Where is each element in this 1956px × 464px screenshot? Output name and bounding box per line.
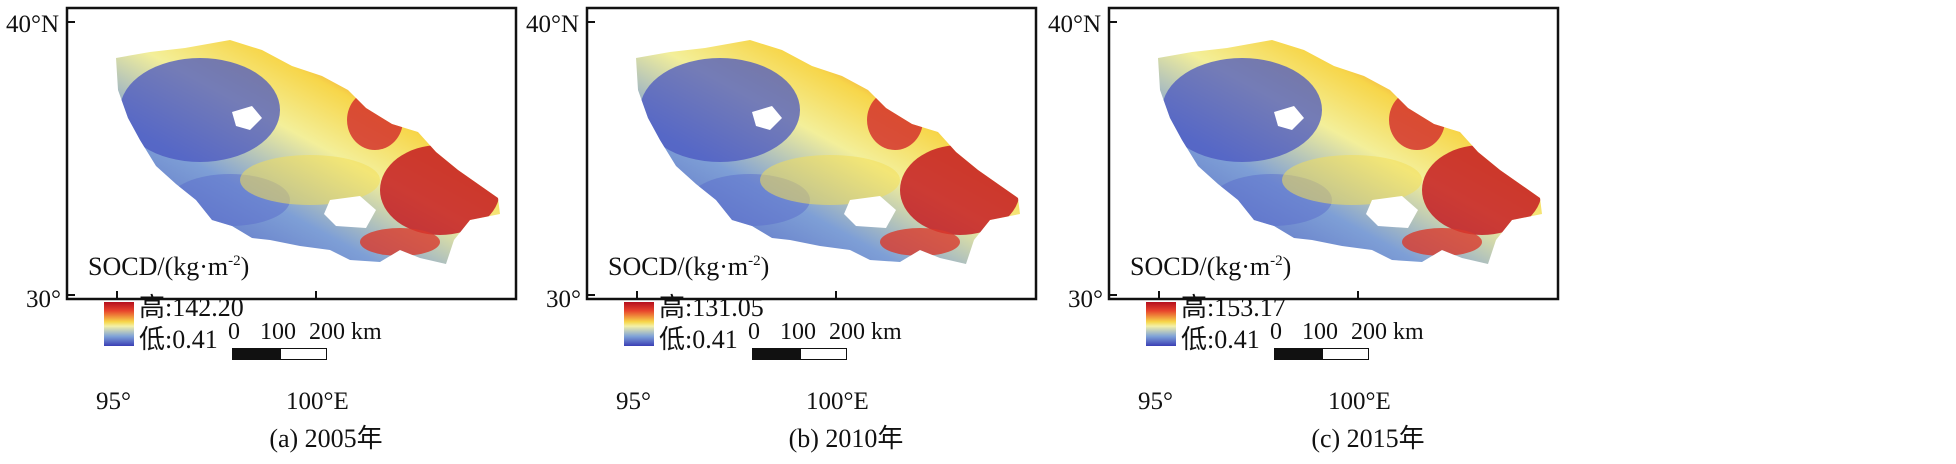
- legend-low-value: 低:0.41: [1181, 325, 1260, 354]
- scalebar-label-0: 0: [1270, 319, 1282, 345]
- legend-title: SOCD/(kg·m-2): [1130, 252, 1292, 281]
- socd-raster: [116, 40, 500, 264]
- legend-title: SOCD/(kg·m-2): [608, 252, 770, 281]
- socd-raster: [636, 40, 1020, 264]
- scalebar-label-100: 100: [1302, 319, 1338, 345]
- scalebar-black-segment: [232, 348, 281, 360]
- legend-low-value: 低:0.41: [139, 325, 218, 354]
- scalebar-label-100: 100: [780, 319, 816, 345]
- legend-high-value: 高:142.20: [139, 293, 244, 322]
- legend-color-ramp: [104, 302, 134, 346]
- scalebar-white-segment: [800, 348, 847, 360]
- lat-label-40n: 40°N: [526, 11, 580, 38]
- lat-label-40n: 40°N: [1048, 11, 1102, 38]
- lon-label-100e: 100°E: [1328, 388, 1391, 415]
- lon-label-95: 95°: [1138, 388, 1173, 415]
- lat-label-40n: 40°N: [6, 11, 60, 38]
- map-panel-c: 40°N 30° 95° 100°E SOCD/(kg·m-2) 高:153.1…: [1042, 0, 1694, 464]
- lon-label-95: 95°: [96, 388, 131, 415]
- scalebar-label-200: 200 km: [829, 319, 902, 345]
- map-canvas: [65, 6, 518, 301]
- map-canvas: [585, 6, 1038, 301]
- legend-title: SOCD/(kg·m-2): [88, 252, 250, 281]
- map-panel-a: 40°N 30° 95° 100°E SOCD/(kg·m-2) 高:142.2…: [0, 0, 652, 464]
- panel-caption: (c) 2015年: [1311, 424, 1425, 453]
- lon-label-100e: 100°E: [806, 388, 869, 415]
- scalebar-label-0: 0: [748, 319, 760, 345]
- scalebar-label-200: 200 km: [309, 319, 382, 345]
- lat-label-30: 30°: [26, 286, 61, 313]
- legend-low-value: 低:0.41: [659, 325, 738, 354]
- lon-label-100e: 100°E: [286, 388, 349, 415]
- lon-label-95: 95°: [616, 388, 651, 415]
- scalebar-white-segment: [280, 348, 327, 360]
- panel-caption: (b) 2010年: [788, 424, 904, 453]
- scalebar-black-segment: [752, 348, 801, 360]
- legend-color-ramp: [1146, 302, 1176, 346]
- lat-label-30: 30°: [1068, 286, 1103, 313]
- panel-caption: (a) 2005年: [269, 424, 383, 453]
- scalebar-label-100: 100: [260, 319, 296, 345]
- legend-color-ramp: [624, 302, 654, 346]
- legend-high-value: 高:153.17: [1181, 293, 1286, 322]
- map-panel-b: 40°N 30° 95° 100°E SOCD/(kg·m-2) 高:131.0…: [520, 0, 1172, 464]
- legend-high-value: 高:131.05: [659, 293, 764, 322]
- lat-label-30: 30°: [546, 286, 581, 313]
- map-canvas: [1107, 6, 1560, 301]
- socd-raster: [1158, 40, 1542, 264]
- scalebar-label-200: 200 km: [1351, 319, 1424, 345]
- scalebar-black-segment: [1274, 348, 1323, 360]
- scalebar-label-0: 0: [228, 319, 240, 345]
- scalebar-white-segment: [1322, 348, 1369, 360]
